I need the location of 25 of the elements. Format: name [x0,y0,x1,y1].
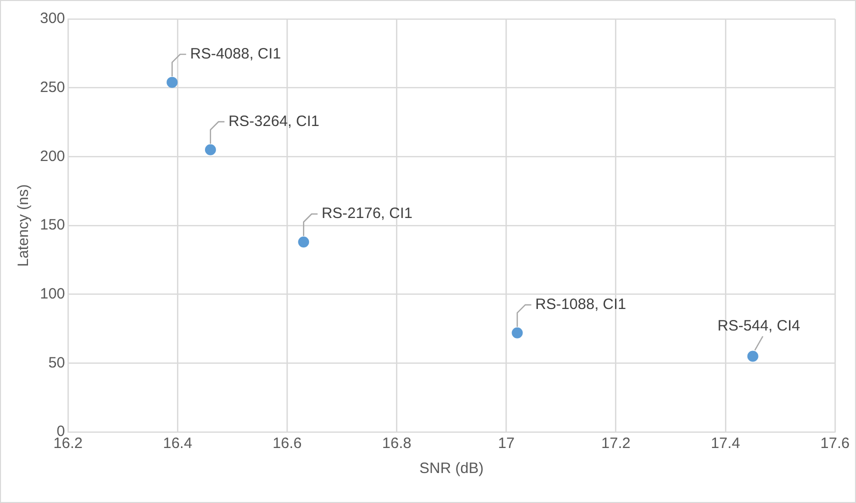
point [512,327,523,338]
x-tick-label: 17.4 [710,435,740,452]
point [298,236,310,248]
y-tick-label: 200 [40,148,66,165]
x-tick-label: 16.4 [162,435,192,452]
point [747,350,758,362]
x-tick-label: 17.6 [820,435,850,452]
y-tick-label: 250 [40,78,66,96]
point [166,76,178,88]
y-tick-label: 100 [40,285,66,302]
annotation: RS-544, CI4 [718,317,800,334]
annotation: RS-4088, CI1 [190,45,282,62]
x-tick-label: 17.2 [601,435,630,452]
y-tick-label: 50 [48,354,66,372]
annotation: RS-1088, CI1 [535,296,626,314]
y-tick-label: 300 [40,10,66,28]
y-tick-label: 150 [40,216,66,234]
x-tick-label: 17 [498,435,515,452]
y-axis-title: Latency (ns) [15,184,32,267]
x-tick-label: 16.8 [382,435,412,452]
annotation: RS-3264, CI1 [228,112,320,130]
x-axis-title: SNR (dB) [419,460,484,478]
annotation: RS-2176, CI1 [322,205,412,222]
x-tick-label: 16.6 [272,435,302,452]
point [204,144,216,156]
